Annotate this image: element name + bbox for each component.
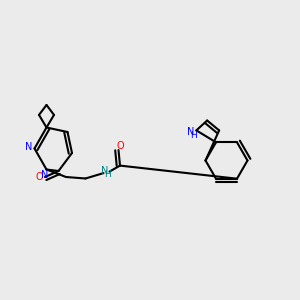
Text: O: O [36, 172, 43, 182]
Text: H: H [190, 131, 197, 140]
Text: N: N [41, 170, 49, 181]
Text: N: N [101, 166, 108, 176]
Text: O: O [116, 141, 124, 152]
Text: N: N [26, 142, 33, 152]
Text: H: H [104, 170, 111, 179]
Text: N: N [187, 127, 195, 137]
